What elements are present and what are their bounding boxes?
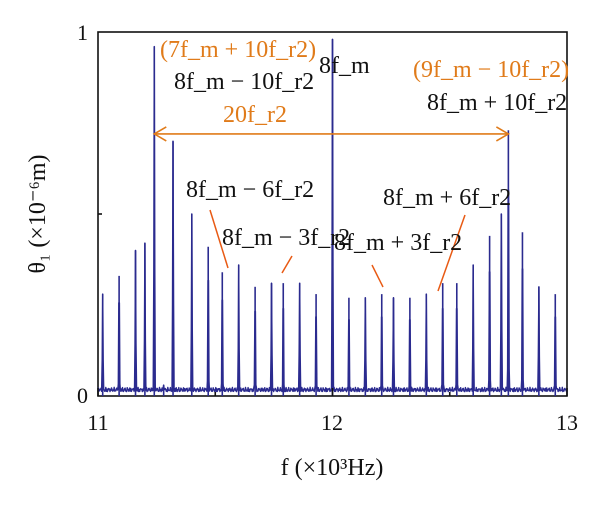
annotation-leaders xyxy=(209,209,466,292)
x-tick-label-12: 12 xyxy=(321,410,343,435)
peak-markers xyxy=(101,39,557,396)
y-tick-label-1: 1 xyxy=(77,20,88,45)
annotation-7fm-plus-10fr2: (7f_m + 10f_r2) xyxy=(160,37,316,63)
annotation-8fm-minus-6fr2: 8f_m − 6f_r2 xyxy=(186,177,314,203)
annotation-9fm-minus-10fr2: (9f_m − 10f_r2) xyxy=(413,57,569,83)
annotation-8fm: 8f_m xyxy=(319,53,370,79)
y-tick-label-0: 0 xyxy=(77,383,88,408)
leader-plus-3 xyxy=(371,264,384,288)
annotation-8fm-minus-3fr2: 8f_m − 3f_r2 xyxy=(222,225,350,251)
x-tick-label-11: 11 xyxy=(87,410,108,435)
leader-minus-6 xyxy=(209,209,229,269)
leader-plus-6 xyxy=(437,214,466,292)
annotation-8fm-plus-6fr2: 8f_m + 6f_r2 xyxy=(383,185,511,211)
x-axis-title: f (×10³Hz) xyxy=(281,455,384,481)
annotation-8fm-minus-10fr2: 8f_m − 10f_r2 xyxy=(174,69,314,95)
annotation-8fm-plus-10fr2: 8f_m + 10f_r2 xyxy=(427,90,567,116)
span-arrow-20fr2 xyxy=(152,126,510,142)
annotation-20fr2: 20f_r2 xyxy=(223,102,287,128)
leader-minus-3 xyxy=(281,255,293,274)
axis-ticks xyxy=(97,213,568,396)
x-tick-label-13: 13 xyxy=(556,410,578,435)
y-axis-title: θ₁ (×10⁻⁶m) xyxy=(25,154,51,273)
annotation-8fm-plus-3fr2: 8f_m + 3f_r2 xyxy=(334,230,462,256)
